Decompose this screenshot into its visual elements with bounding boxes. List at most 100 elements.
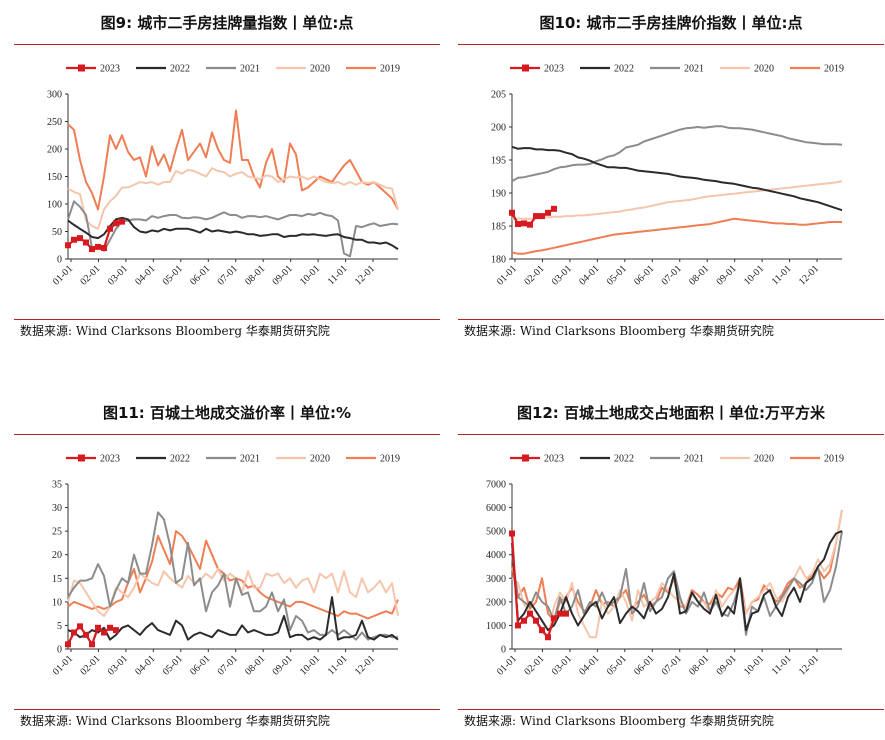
series-point-2023 [563,610,569,617]
legend-label-2021: 2021 [240,454,260,465]
legend-label-2019: 2019 [380,64,400,75]
series-point-2023 [83,239,89,246]
x-tick-label: 07-01 [216,653,240,677]
series-point-2023 [521,617,527,624]
x-tick-label: 06-01 [188,653,212,677]
x-tick-label: 06-01 [188,263,212,287]
series-point-2023 [521,220,527,227]
chart-panel-2: 图10: 城市二手房挂牌价指数丨单位:点 2023 2022 2021 2020 201… [458,0,884,350]
series-point-2023 [527,221,533,228]
x-tick-label: 09-01 [714,263,738,287]
legend-label-2023: 2023 [100,454,120,465]
chart-canvas: 2023 2022 2021 2020 2019 0 50 100 150 200 250 300 01… [47,64,400,288]
y-tick-label: 185 [491,222,506,233]
x-tick-label: 01-01 [51,653,75,677]
legend-label-2019: 2019 [824,64,844,75]
series-line-2022 [67,596,399,641]
source-text: Wind Clarksons Bloomberg 华泰期货研究院 [75,714,330,728]
series-line-2019 [67,530,399,620]
x-tick-label: 05-01 [605,653,629,677]
series-point-2023 [101,629,107,636]
source-text: Wind Clarksons Bloomberg 华泰期货研究院 [519,324,774,338]
series-line-2020 [67,167,399,230]
series-point-2023 [89,641,95,648]
x-tick-label: 08-01 [243,653,267,677]
series-point-2023 [551,205,557,212]
y-tick-label: 250 [47,117,62,128]
legend-label-2020: 2020 [754,454,774,465]
x-tick-label: 10-01 [742,263,766,287]
y-tick-label: 0 [57,645,62,656]
x-tick-label: 09-01 [714,653,738,677]
bottom-rule [458,709,884,710]
legend-label-2022: 2022 [614,64,634,75]
y-tick-label: 50 [52,227,62,238]
top-rule [14,44,440,45]
series-line-2021 [511,125,843,182]
y-tick-label: 5 [57,621,62,632]
legend-label-2023: 2023 [544,64,564,75]
x-tick-label: 11-01 [326,263,350,287]
chart-title: 图10: 城市二手房挂牌价指数丨单位:点 [539,14,803,32]
legend-marker-2023 [522,454,529,462]
chart-canvas: 2023 2022 2021 2020 2019 180 185 190 195 200 205 01… [491,64,844,288]
series-point-2023 [89,246,95,253]
y-tick-label: 7000 [486,480,506,491]
series-point-2023 [533,617,539,624]
x-tick-label: 09-01 [270,653,294,677]
chart-panel-4: 图12: 百城土地成交占地面积丨单位:万平方米 2023 2022 2021 2020… [458,390,884,740]
y-tick-label: 35 [52,480,62,491]
top-rule [458,434,884,435]
legend-marker-2023 [522,64,529,72]
x-tick-label: 08-01 [687,653,711,677]
y-tick-label: 0 [57,255,62,266]
series-point-2023 [515,622,521,629]
source-label: 数据来源: [464,714,517,728]
x-tick-label: 11-01 [326,653,350,677]
y-tick-label: 4000 [486,550,506,561]
source-text: Wind Clarksons Bloomberg 华泰期货研究院 [75,324,330,338]
x-tick-label: 09-01 [270,263,294,287]
x-tick-label: 01-01 [51,263,75,287]
x-tick-label: 10-01 [298,263,322,287]
series-point-2023 [509,530,515,537]
x-tick-label: 03-01 [106,263,130,287]
y-tick-label: 6000 [486,503,506,514]
series-point-2023 [95,243,101,250]
y-tick-label: 2000 [486,597,506,608]
x-tick-label: 05-01 [605,263,629,287]
y-tick-label: 200 [491,123,506,134]
y-tick-label: 200 [47,145,62,156]
series-point-2023 [119,218,125,225]
series-line-2019 [67,109,399,211]
series-point-2023 [95,624,101,631]
legend-label-2020: 2020 [310,454,330,465]
series-point-2023 [509,209,515,216]
y-tick-label: 10 [52,597,62,608]
chart-panel-3: 图11: 百城土地成交溢价率丨单位:% 2023 2022 2021 2020 2019… [14,390,440,740]
legend-label-2021: 2021 [684,454,704,465]
x-tick-label: 04-01 [133,263,157,287]
series-point-2023 [101,245,107,251]
series-point-2023 [83,631,89,638]
series-point-2023 [557,610,563,617]
x-tick-label: 07-01 [216,263,240,287]
x-tick-label: 12-01 [797,653,821,677]
series-line-2022 [67,216,399,250]
x-tick-label: 08-01 [687,263,711,287]
x-tick-label: 01-01 [495,263,519,287]
series-point-2023 [545,209,551,216]
x-tick-label: 04-01 [577,653,601,677]
x-tick-label: 04-01 [133,653,157,677]
x-tick-label: 03-01 [550,653,574,677]
x-tick-label: 10-01 [742,653,766,677]
legend-label-2022: 2022 [170,454,190,465]
legend-label-2022: 2022 [170,64,190,75]
series-point-2023 [71,629,77,636]
source-note: 数据来源: Wind Clarksons Bloomberg 华泰期货研究院 [464,712,774,729]
y-tick-label: 3000 [486,574,506,585]
bottom-rule [458,319,884,320]
y-tick-label: 300 [47,90,62,101]
x-tick-label: 06-01 [632,263,656,287]
chart-title: 图9: 城市二手房挂牌量指数丨单位:点 [100,14,354,32]
